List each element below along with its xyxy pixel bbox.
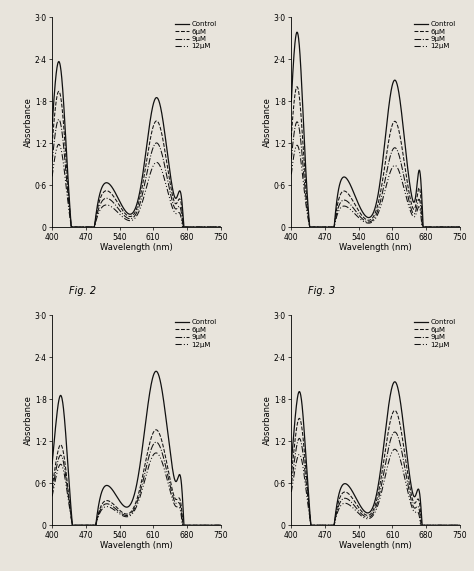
Legend: Control, 6μM, 9μM, 12μM: Control, 6μM, 9μM, 12μM xyxy=(174,21,217,50)
Legend: Control, 6μM, 9μM, 12μM: Control, 6μM, 9μM, 12μM xyxy=(414,21,456,50)
X-axis label: Wavelength (nm): Wavelength (nm) xyxy=(339,541,412,550)
X-axis label: Wavelength (nm): Wavelength (nm) xyxy=(100,243,173,252)
Text: Fig. 3: Fig. 3 xyxy=(308,286,335,296)
Y-axis label: Absorbance: Absorbance xyxy=(263,97,272,147)
X-axis label: Wavelength (nm): Wavelength (nm) xyxy=(339,243,412,252)
X-axis label: Wavelength (nm): Wavelength (nm) xyxy=(100,541,173,550)
Legend: Control, 6μM, 9μM, 12μM: Control, 6μM, 9μM, 12μM xyxy=(414,319,456,348)
Text: Fig. 2: Fig. 2 xyxy=(69,286,96,296)
Y-axis label: Absorbance: Absorbance xyxy=(24,395,33,445)
Y-axis label: Absorbance: Absorbance xyxy=(24,97,33,147)
Y-axis label: Absorbance: Absorbance xyxy=(263,395,272,445)
Legend: Control, 6μM, 9μM, 12μM: Control, 6μM, 9μM, 12μM xyxy=(174,319,217,348)
